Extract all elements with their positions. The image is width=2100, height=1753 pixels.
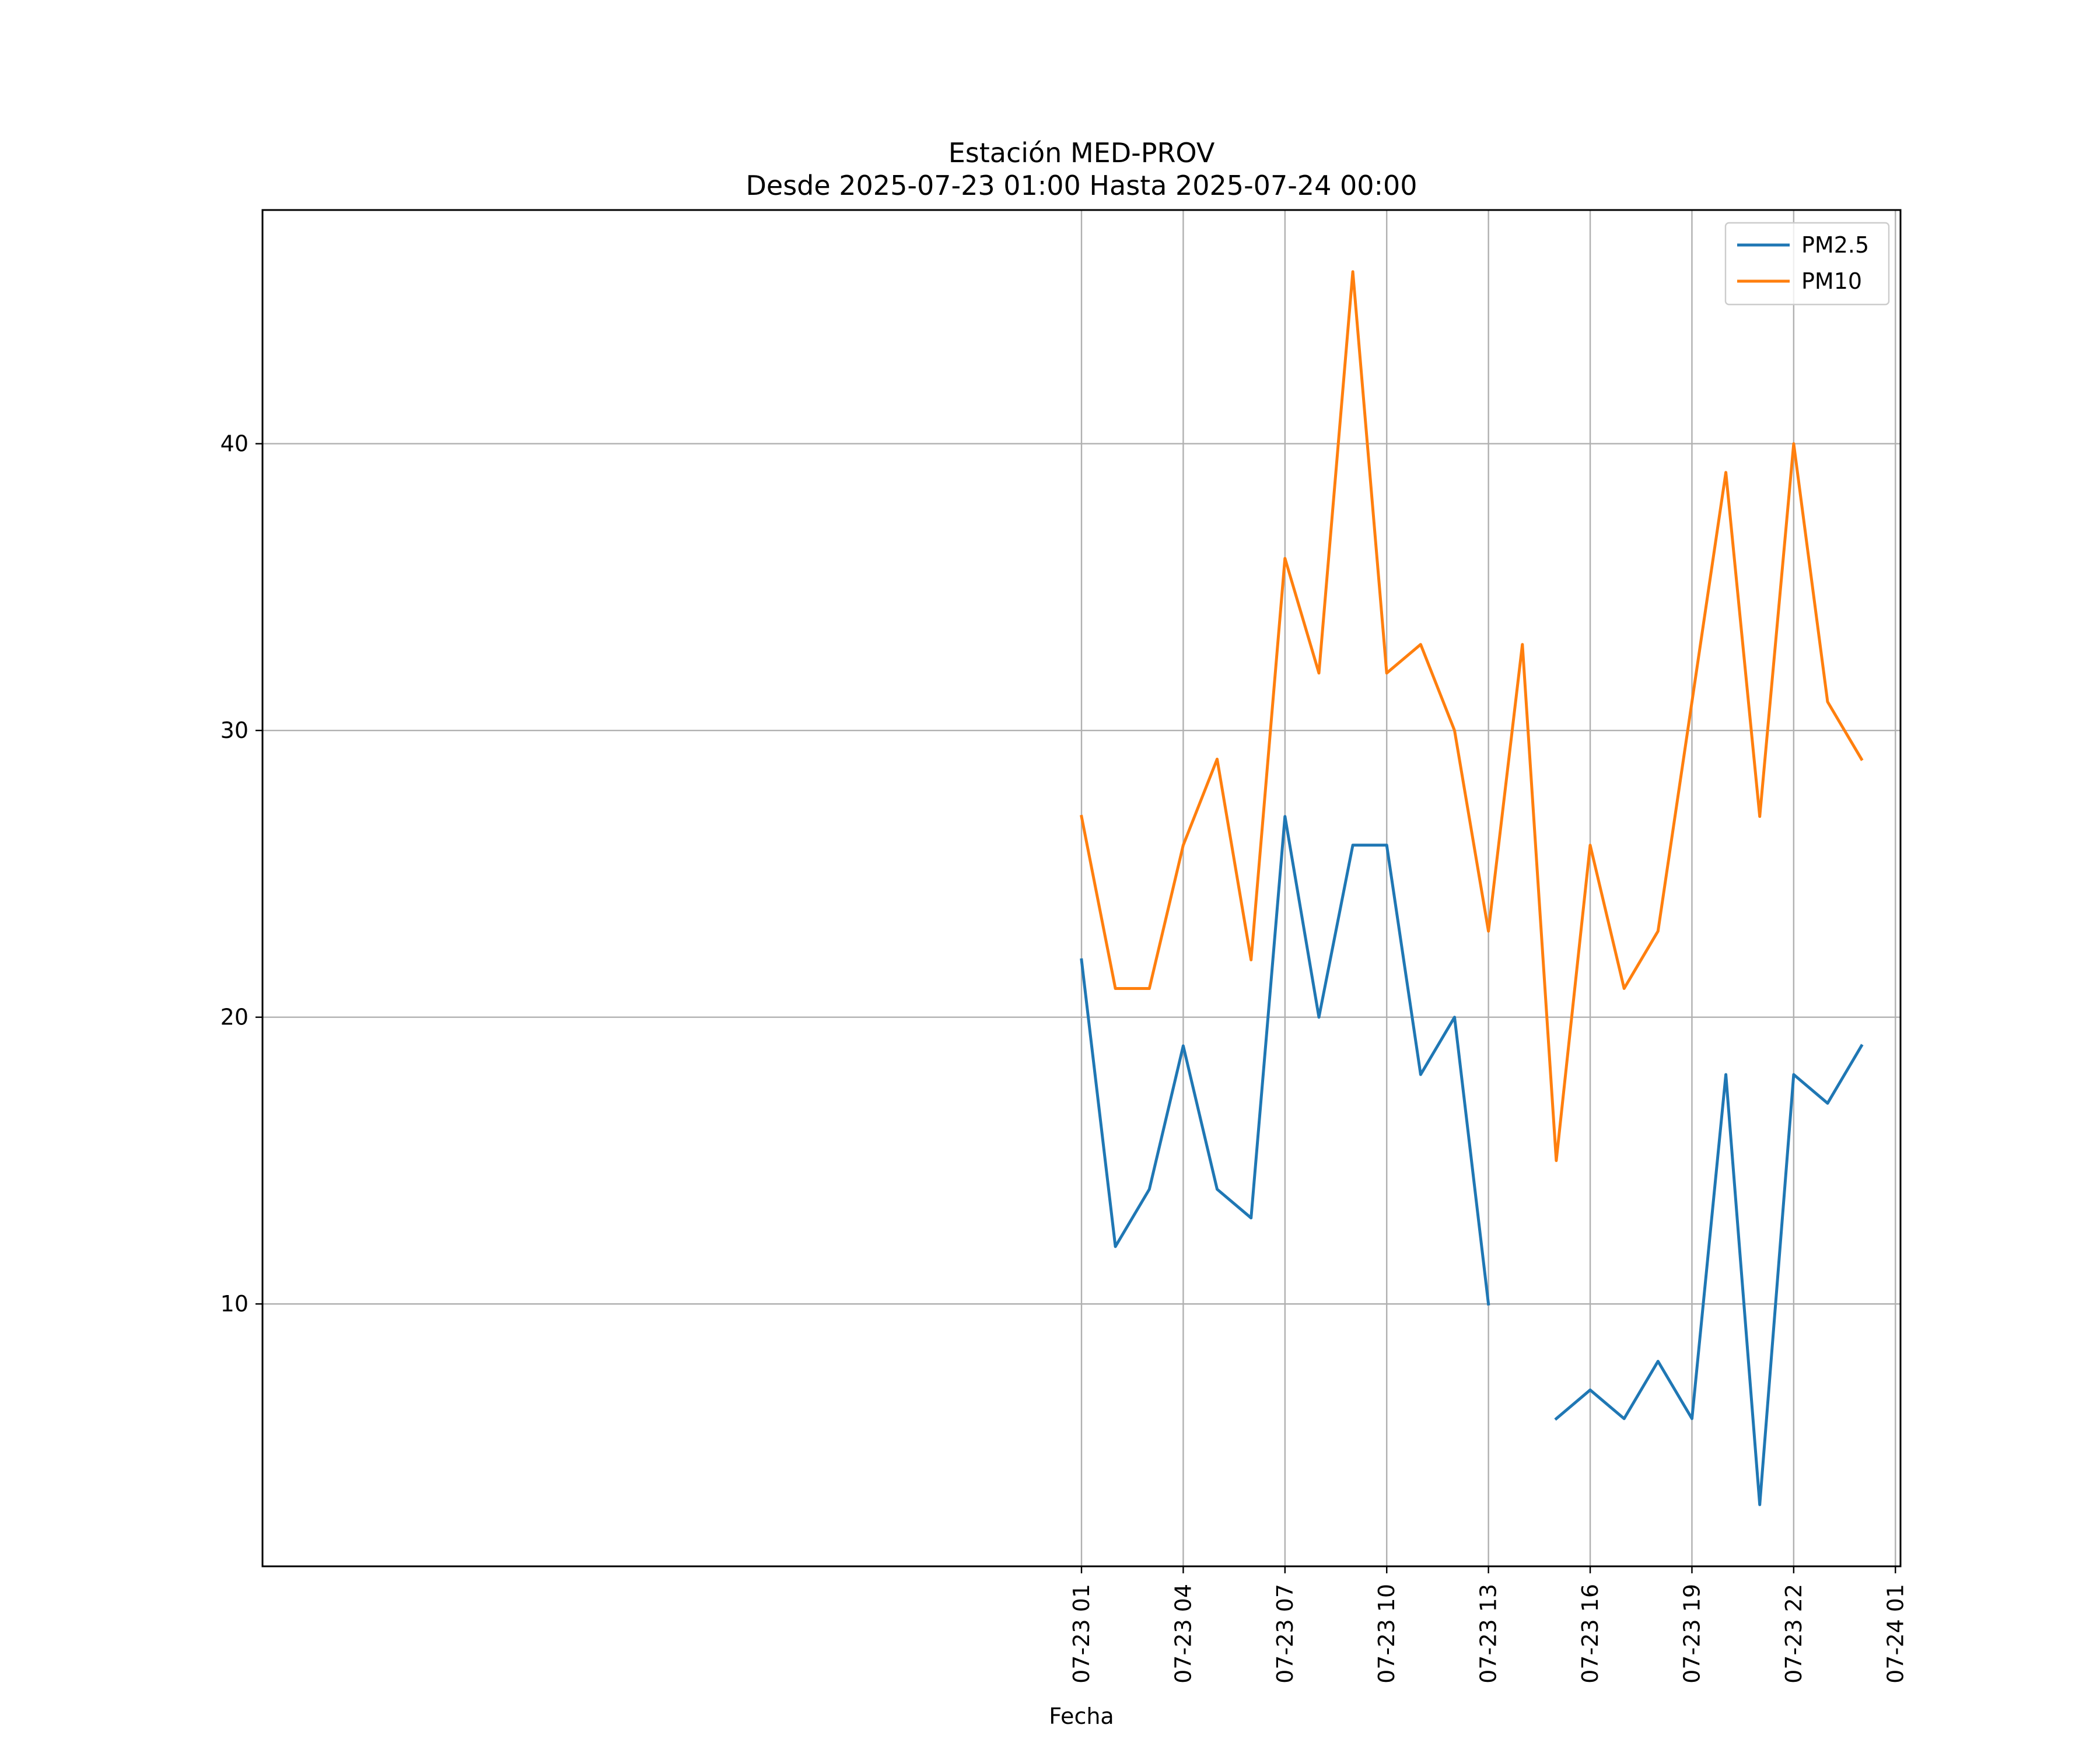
x-tick-label: 07-23 13 <box>1476 1584 1502 1684</box>
legend-label: PM10 <box>1801 268 1862 294</box>
x-tick-label: 07-23 19 <box>1679 1584 1704 1684</box>
chart-title-line2: Desde 2025-07-23 01:00 Hasta 2025-07-24 … <box>746 170 1417 201</box>
x-tick-label: 07-23 07 <box>1272 1584 1298 1684</box>
chart-title-line1: Estación MED-PROV <box>949 137 1215 169</box>
x-tick-label: 07-23 22 <box>1781 1584 1807 1684</box>
legend: PM2.5 PM10 <box>1724 222 1890 306</box>
y-tick-label: 10 <box>220 1291 249 1317</box>
series-pm2-5 <box>1080 815 1864 1506</box>
x-tick-label: 07-23 10 <box>1374 1584 1399 1684</box>
y-tick-label: 20 <box>220 1005 249 1030</box>
x-tick-label: 07-23 01 <box>1069 1584 1094 1684</box>
y-tick-label: 30 <box>220 718 249 743</box>
x-tick-label: 07-23 16 <box>1577 1584 1603 1684</box>
axis-ticks: 07-23 01 07-23 04 07-23 07 07-23 10 07-23 13… <box>220 431 1909 1684</box>
series-line-segment <box>1554 1044 1864 1506</box>
grid <box>262 210 1901 1566</box>
y-tick-label: 40 <box>220 431 249 457</box>
x-axis-label: Fecha <box>1049 1703 1114 1729</box>
series-line-segment <box>1080 270 1864 1162</box>
legend-label: PM2.5 <box>1801 232 1869 258</box>
series-lines <box>1080 270 1864 1506</box>
x-tick-label: 07-23 04 <box>1170 1584 1196 1684</box>
series-pm10 <box>1080 270 1864 1162</box>
legend-box <box>1724 222 1890 306</box>
series-line-segment <box>1080 815 1490 1306</box>
x-tick-label: 07-24 01 <box>1882 1584 1908 1684</box>
